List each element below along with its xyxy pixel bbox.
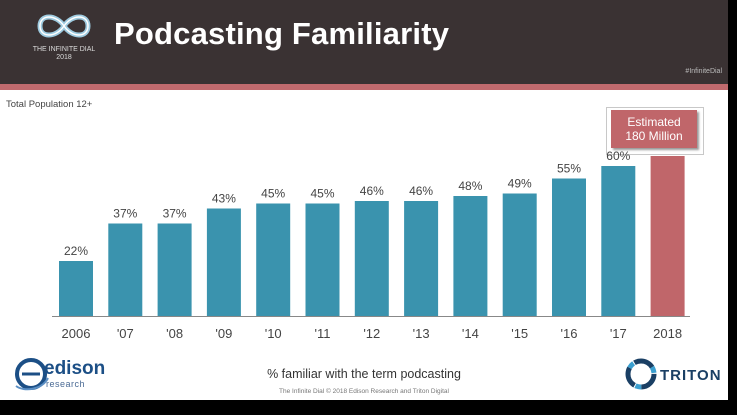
bar-'10 (256, 203, 291, 316)
data-label: 22% (64, 244, 88, 258)
bar-'14 (453, 196, 488, 316)
data-label: 46% (360, 184, 384, 198)
bar-'11 (305, 203, 340, 316)
callout-line-2: 180 Million (625, 129, 683, 143)
edison-sub: research (46, 379, 86, 389)
data-label: 60% (606, 150, 630, 163)
x-tick-label: '14 (462, 326, 479, 341)
x-tick-label: '16 (561, 326, 578, 341)
x-tick-label: '17 (610, 326, 627, 341)
bar-'15 (502, 193, 537, 316)
x-tick-label: '13 (413, 326, 430, 341)
callout-line-1: Estimated (627, 115, 681, 129)
triton-logo-icon (625, 358, 657, 390)
x-tick-label: 2006 (62, 326, 91, 341)
data-label: 45% (261, 187, 285, 201)
x-tick-label: 2018 (653, 326, 682, 341)
data-label: 49% (508, 177, 532, 191)
data-label: 43% (212, 192, 236, 206)
infinite-dial-logo-icon (37, 14, 91, 38)
edison-logo-icon (15, 358, 49, 391)
data-label: 48% (458, 179, 482, 193)
x-tick-label: '10 (265, 326, 282, 341)
bar-'17 (601, 166, 636, 316)
data-label: 46% (409, 184, 433, 198)
x-tick-label: '09 (215, 326, 232, 341)
copyright-text: The Infinite Dial © 2018 Edison Research… (279, 388, 449, 395)
x-tick-label: '08 (166, 326, 183, 341)
bar-'07 (108, 223, 143, 316)
header-bar (0, 0, 728, 84)
bar-'13 (404, 201, 439, 316)
bar-2006 (59, 261, 93, 316)
logo-line-1: THE INFINITE DIAL (32, 46, 96, 53)
x-tick-label: '15 (511, 326, 528, 341)
x-tick-label: '11 (315, 326, 331, 341)
page-title: Podcasting Familiarity (114, 16, 450, 51)
data-label: 45% (310, 187, 334, 201)
population-label: Total Population 12+ (6, 99, 93, 110)
hashtag-label: #InfiniteDial (685, 68, 722, 75)
triton-name: TRITON (660, 367, 722, 384)
x-tick-label: '12 (363, 326, 380, 341)
bar-'16 (552, 178, 586, 316)
callout-frame (606, 107, 704, 155)
bar-'08 (157, 223, 192, 316)
bar-chart: 22% 2006 37% '07 37% '08 43% '09 45% '10 45% '11 46%… (52, 150, 690, 341)
header-accent-line (0, 84, 728, 90)
slide: THE INFINITE DIAL 2018 Podcasting Famili… (0, 0, 728, 400)
bar-'09 (206, 208, 241, 316)
data-label: 37% (163, 207, 187, 221)
logo-text: THE INFINITE DIAL 2018 (22, 46, 106, 62)
data-label: 37% (113, 207, 137, 221)
bar-2018 (650, 156, 685, 316)
x-tick-label: '07 (117, 326, 134, 341)
logo-line-2: 2018 (56, 54, 72, 61)
data-label: 64% (656, 150, 680, 153)
estimate-callout: Estimated 180 Million (611, 110, 697, 148)
chart-caption: % familiar with the term podcasting (267, 367, 461, 381)
edison-name: edison (44, 358, 106, 379)
bar-'12 (354, 201, 389, 316)
data-label: 55% (557, 162, 581, 176)
